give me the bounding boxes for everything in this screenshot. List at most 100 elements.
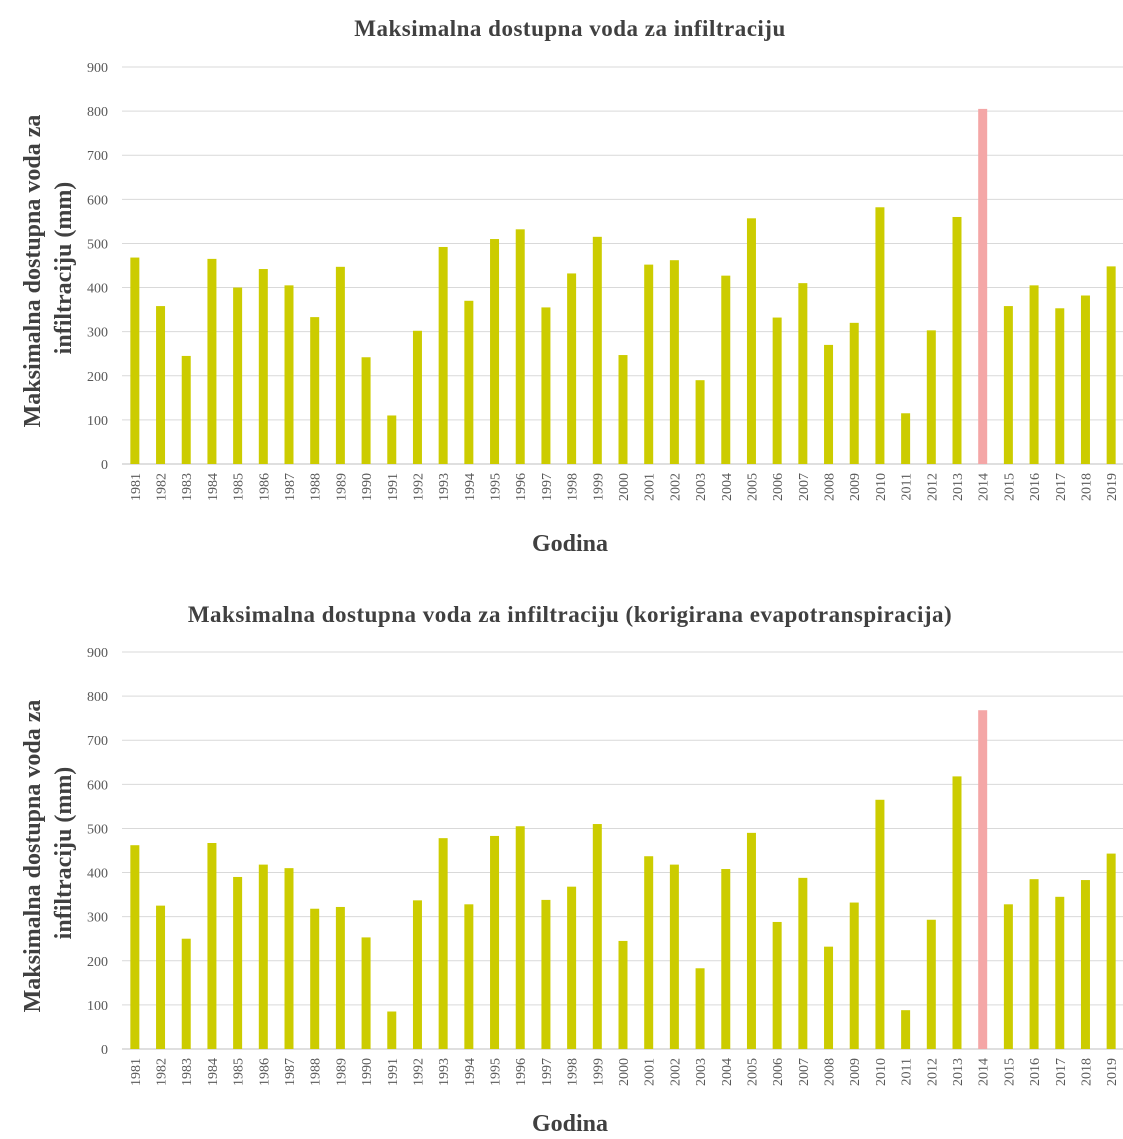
bar-1986: [258, 269, 268, 464]
bar-2003: [695, 380, 705, 464]
x-tick-label: 1989: [334, 1058, 349, 1086]
y-axis-title-line-2: infiltraciju (mm): [51, 182, 77, 355]
y-tick-label: 900: [87, 646, 108, 661]
y-tick-label: 500: [87, 822, 108, 837]
bar-1983: [181, 938, 191, 1049]
x-tick-label: 1982: [155, 473, 170, 501]
bar-1991: [387, 415, 397, 464]
bar-2018: [1080, 880, 1090, 1049]
x-tick-label: 2007: [797, 1058, 812, 1086]
x-tick-label: 1995: [489, 473, 504, 501]
bar-2000: [618, 940, 628, 1049]
bar-1982: [156, 905, 166, 1049]
x-tick-label: 2002: [668, 1058, 683, 1086]
bar-2008: [824, 946, 834, 1049]
bar-2013: [952, 216, 962, 464]
x-tick-label: 2003: [694, 473, 709, 501]
bar-1989: [335, 266, 345, 464]
bar-2003: [695, 968, 705, 1049]
x-tick-label: 2011: [900, 473, 915, 500]
bar-2019: [1106, 266, 1116, 464]
bar-2009: [849, 902, 859, 1049]
bar-2015: [1003, 306, 1013, 464]
bar-2011: [901, 413, 911, 464]
x-tick-label: 2014: [977, 1058, 992, 1086]
y-axis-title-line-1: Maksimalna dostupna voda za: [20, 115, 46, 428]
bar-2004: [721, 869, 731, 1049]
bar-2006: [772, 317, 782, 464]
x-tick-label: 1986: [257, 473, 272, 501]
y-tick-label: 100: [87, 999, 108, 1014]
x-tick-label: 1999: [591, 473, 606, 501]
bar-2007: [798, 877, 808, 1049]
bar-1987: [284, 868, 294, 1049]
bar-2005: [746, 218, 756, 464]
x-tick-label: 2018: [1079, 1058, 1094, 1086]
y-tick-label: 300: [87, 911, 108, 926]
bar-1981: [130, 845, 140, 1049]
chart-title: Maksimalna dostupna voda za infiltraciju…: [188, 602, 952, 627]
x-tick-label: 1988: [309, 1058, 324, 1086]
x-tick-label: 1981: [129, 1058, 144, 1086]
bar-2012: [926, 919, 936, 1049]
x-tick-label: 1984: [206, 1058, 221, 1086]
x-tick-label: 1996: [514, 1058, 529, 1086]
y-tick-label: 400: [87, 867, 108, 882]
x-tick-label: 2001: [643, 473, 658, 501]
x-tick-label: 1981: [129, 473, 144, 501]
bar-1990: [361, 937, 371, 1049]
x-tick-label: 1998: [566, 1058, 581, 1086]
bar-1982: [156, 306, 166, 464]
bar-2007: [798, 283, 808, 464]
x-tick-label: 2014: [977, 473, 992, 501]
x-tick-label: 2004: [720, 473, 735, 501]
bar-1992: [412, 900, 422, 1049]
bar-1984: [207, 843, 217, 1049]
x-tick-label: 1983: [180, 473, 195, 501]
x-tick-label: 2009: [848, 1058, 863, 1086]
x-tick-label: 1986: [257, 1058, 272, 1086]
x-tick-label: 2005: [745, 1058, 760, 1086]
chart-maksimalna-dostupna-voda: Maksimalna dostupna voda za infiltraciju…: [20, 16, 1123, 557]
x-tick-label: 2010: [874, 473, 889, 501]
x-tick-label: 1998: [566, 473, 581, 501]
bar-1999: [592, 236, 602, 464]
bar-2019: [1106, 853, 1116, 1049]
y-axis-title-line-1: Maksimalna dostupna voda za: [20, 700, 46, 1013]
x-tick-label: 2003: [694, 1058, 709, 1086]
x-tick-labels: 1981 1982 1983 1984 1985 1986 1987 1988 1989 1990…: [129, 1058, 1120, 1086]
bar-1994: [464, 904, 474, 1049]
bar-2006: [772, 921, 782, 1049]
x-tick-label: 1995: [489, 1058, 504, 1086]
chart-maksimalna-dostupna-voda-korigirana: Maksimalna dostupna voda za infiltraciju…: [20, 602, 1123, 1137]
bar-1998: [567, 886, 577, 1049]
y-tick-label: 200: [87, 370, 108, 385]
bar-1997: [541, 899, 551, 1049]
y-tick-label: 0: [101, 1043, 108, 1058]
bar-1983: [181, 355, 191, 464]
x-tick-label: 1997: [540, 1058, 555, 1086]
x-tick-label: 1996: [514, 473, 529, 501]
bar-1998: [567, 273, 577, 464]
x-axis-title: Godina: [532, 1111, 608, 1137]
y-axis-title: Maksimalna dostupna voda za infiltraciju…: [20, 694, 77, 1013]
bar-2015: [1003, 904, 1013, 1049]
bars: [130, 108, 1116, 465]
x-tick-label: 2017: [1054, 1058, 1069, 1086]
x-tick-label: 2005: [745, 473, 760, 501]
y-tick-label: 500: [87, 237, 108, 252]
x-tick-label: 1987: [283, 1058, 298, 1086]
x-tick-label: 2004: [720, 1058, 735, 1086]
x-tick-label: 1999: [591, 1058, 606, 1086]
x-tick-label: 2011: [900, 1058, 915, 1085]
bar-1988: [310, 908, 320, 1049]
y-tick-label: 800: [87, 105, 108, 120]
x-tick-label: 1985: [232, 1058, 247, 1086]
chart-title: Maksimalna dostupna voda za infiltraciju: [354, 16, 786, 41]
y-tick-label: 700: [87, 149, 108, 164]
x-tick-label: 1994: [463, 1058, 478, 1086]
x-tick-label: 2016: [1028, 473, 1043, 501]
x-tick-label: 1990: [360, 1058, 375, 1086]
x-tick-label: 2008: [823, 473, 838, 501]
y-tick-label: 700: [87, 734, 108, 749]
